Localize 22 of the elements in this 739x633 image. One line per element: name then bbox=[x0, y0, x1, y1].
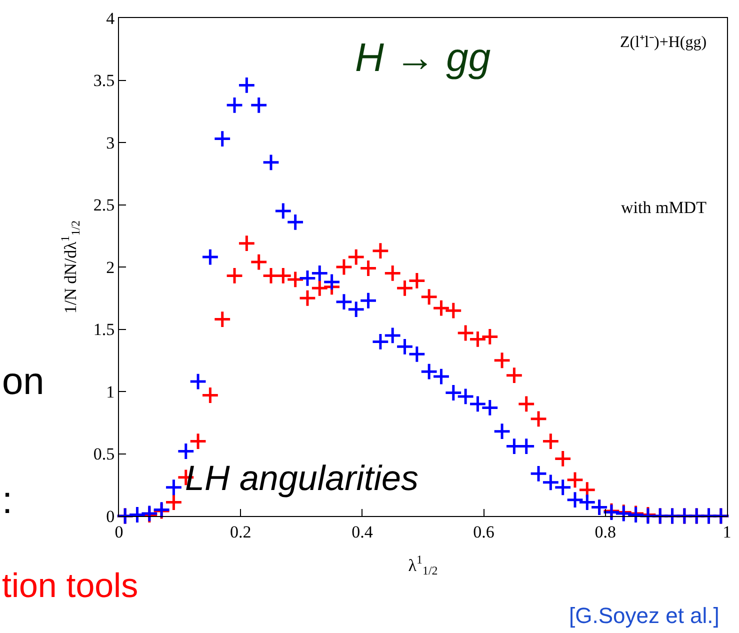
y-tick-label: 3 bbox=[106, 133, 115, 152]
x-tick-label: 1 bbox=[722, 522, 732, 542]
annotation: H → gg bbox=[355, 36, 491, 80]
y-tick-label: 2.5 bbox=[93, 196, 115, 215]
y-tick-label: 3.5 bbox=[93, 71, 115, 90]
y-tick-label: 1 bbox=[106, 382, 115, 402]
text: [G.Soyez et al.] bbox=[569, 603, 720, 628]
text: : bbox=[2, 480, 13, 522]
x-tick-label: 0.8 bbox=[594, 522, 616, 542]
annotation: Z(l⁺l⁻)+H(gg) bbox=[620, 34, 707, 51]
y-tick-label: 4 bbox=[106, 8, 116, 28]
y-tick-label: 1.5 bbox=[93, 320, 115, 340]
text: on bbox=[2, 361, 44, 403]
text: tion tools bbox=[2, 567, 138, 605]
x-tick-label: 0.2 bbox=[230, 522, 252, 542]
x-tick-label: 0.4 bbox=[352, 522, 374, 542]
y-tick-label: 0 bbox=[106, 506, 115, 526]
y-tick-label: 2 bbox=[106, 258, 115, 277]
annotation: with mMDT bbox=[621, 198, 708, 217]
x-tick-label: 0.6 bbox=[473, 522, 494, 542]
annotation: LH angularities bbox=[185, 459, 418, 498]
y-tick-label: 0.5 bbox=[93, 444, 115, 464]
